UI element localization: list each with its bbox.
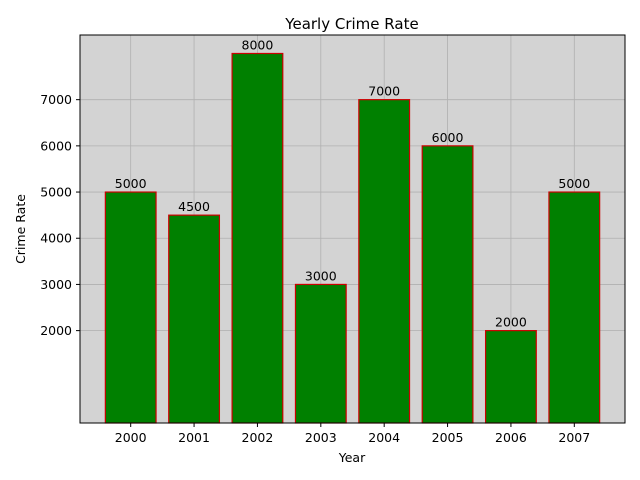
y-tick-label: 5000 (40, 185, 72, 200)
data-label-2001: 4500 (178, 199, 210, 214)
bar-2000 (104, 191, 157, 424)
x-tick-label: 2007 (558, 430, 590, 445)
x-tick-label: 2004 (368, 430, 400, 445)
axis-ticks: 2000 2001 2002 2003 2004 2005 2006 2007 2000 3000… (40, 92, 590, 445)
y-tick-label: 6000 (40, 138, 72, 153)
data-label-2000: 5000 (115, 176, 147, 191)
bar-2006 (484, 330, 537, 424)
chart-title: Yearly Crime Rate (284, 15, 418, 33)
plot-area (80, 35, 625, 423)
bar-2005 (421, 145, 474, 424)
x-axis-label: Year (338, 450, 366, 465)
y-tick-label: 2000 (40, 323, 72, 338)
data-label-2006: 2000 (495, 315, 527, 330)
x-tick-label: 2001 (178, 430, 210, 445)
data-label-2005: 6000 (432, 130, 464, 145)
y-axis-label: Crime Rate (13, 194, 28, 264)
y-tick-label: 4000 (40, 231, 72, 246)
x-tick-label: 2000 (115, 430, 147, 445)
bar-2002 (231, 52, 284, 424)
x-tick-label: 2006 (495, 430, 527, 445)
bar-2007 (548, 191, 601, 424)
bars (104, 52, 601, 424)
x-tick-label: 2003 (305, 430, 337, 445)
bar-2004 (358, 99, 411, 424)
data-labels: 5000 4500 8000 3000 7000 6000 2000 5000 (115, 37, 590, 329)
data-label-2003: 3000 (305, 268, 337, 283)
y-tick-label: 3000 (40, 277, 72, 292)
plot-frame (79, 34, 626, 424)
x-tick-label: 2005 (432, 430, 464, 445)
data-label-2007: 5000 (558, 176, 590, 191)
data-label-2002: 8000 (242, 37, 274, 52)
bar-2003 (294, 283, 347, 424)
data-label-2004: 7000 (368, 84, 400, 99)
y-tick-label: 7000 (40, 92, 72, 107)
bar-2001 (168, 214, 221, 424)
x-tick-label: 2002 (242, 430, 274, 445)
